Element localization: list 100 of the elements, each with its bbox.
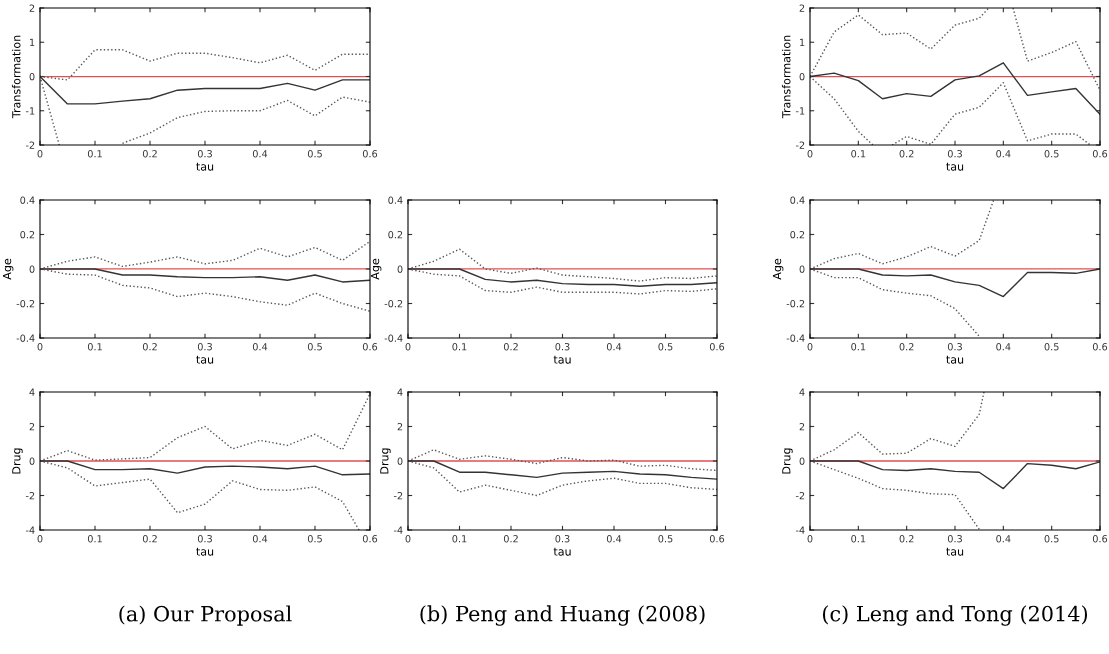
y-tick-label: -4 [393, 526, 403, 534]
y-axis-title: Drug [380, 448, 391, 474]
y-tick-label: -0.2 [786, 299, 805, 308]
x-tick-label: 0.2 [503, 343, 518, 351]
text: (c) Leng and Tong (2014) [822, 605, 1088, 626]
y-tick-label: 2 [397, 422, 403, 431]
y-tick-label: -0.4 [384, 334, 403, 342]
x-tick-label: 0.4 [996, 150, 1011, 158]
x-axis-title: tau [553, 547, 571, 556]
text: (a) Our Proposal [119, 605, 292, 626]
x-tick-label: 0.1 [87, 535, 102, 543]
x-tick-label: 0.2 [142, 343, 157, 351]
x-tick-label: 0 [807, 535, 813, 543]
y-tick-label: -0.4 [786, 334, 805, 342]
y-tick-label: -0.2 [16, 299, 35, 308]
x-tick-label: 0.1 [452, 343, 467, 351]
x-tick-label: 0.4 [252, 150, 268, 158]
y-tick-label: 0 [29, 265, 35, 273]
y-tick-label: -2 [795, 141, 805, 149]
y-axis-title: Age [370, 258, 382, 280]
x-tick-label: 0.6 [362, 150, 378, 158]
y-tick-label: -1 [795, 107, 805, 115]
x-tick-label: 0.3 [947, 343, 962, 351]
x-tick-label: 0.6 [362, 535, 378, 543]
x-tick-label: 0.3 [197, 535, 212, 543]
x-tick-label: 0.6 [1092, 150, 1108, 158]
x-tick-label: 0.3 [197, 343, 212, 351]
y-tick-label: 0 [29, 457, 35, 465]
x-axis-title: tau [946, 355, 964, 364]
x-tick-label: 0.4 [606, 343, 622, 351]
x-tick-label: 0.4 [996, 535, 1011, 543]
x-tick-label: 0.1 [452, 535, 467, 543]
x-tick-label: 0.4 [606, 535, 622, 543]
y-tick-label: 0.2 [790, 230, 805, 239]
x-tick-label: 0.5 [307, 535, 322, 543]
y-axis-title: Drug [12, 448, 23, 474]
x-tick-label: 0.2 [142, 535, 157, 543]
x-tick-label: 0.4 [252, 535, 268, 543]
x-tick-label: 0.2 [142, 150, 157, 158]
x-tick-label: 0.5 [658, 343, 673, 351]
x-tick-label: 0 [405, 343, 411, 351]
y-tick-label: 0.4 [388, 196, 403, 204]
y-tick-label: 1 [30, 38, 35, 46]
x-tick-label: 0.3 [947, 535, 962, 543]
x-tick-label: 0.3 [555, 343, 570, 351]
x-tick-label: 0.5 [1044, 343, 1059, 351]
x-tick-label: 0.6 [1092, 343, 1108, 351]
x-tick-label: 0 [807, 150, 813, 158]
x-tick-label: 0.1 [851, 535, 866, 543]
x-tick-label: 0.1 [851, 343, 866, 351]
y-tick-label: 4 [799, 388, 805, 396]
y-tick-label: 4 [29, 388, 35, 396]
y-axis-title: Transformation [11, 35, 21, 119]
x-axis-title: tau [196, 162, 214, 171]
x-tick-label: 0.5 [1044, 150, 1059, 158]
y-tick-label: 0.2 [20, 230, 35, 239]
x-tick-label: 0 [37, 343, 43, 351]
y-axis-title: Transformation [781, 35, 791, 119]
y-tick-label: -4 [795, 526, 805, 534]
y-tick-label: 0 [397, 457, 403, 465]
x-tick-label: 0 [37, 535, 43, 543]
y-tick-label: 0 [397, 265, 403, 273]
y-axis-title: Age [772, 258, 784, 280]
x-tick-label: 0.5 [1044, 535, 1059, 543]
y-tick-label: 0.4 [790, 196, 805, 204]
x-axis-title: tau [196, 547, 214, 556]
y-tick-label: 0 [799, 72, 805, 81]
y-tick-label: -4 [25, 526, 35, 534]
x-tick-label: 0.6 [709, 535, 725, 543]
x-tick-label: 0.2 [899, 343, 914, 351]
y-tick-label: 0 [799, 457, 805, 465]
x-tick-label: 0.1 [87, 150, 102, 158]
y-tick-label: 2 [799, 4, 805, 12]
x-tick-label: 0.2 [899, 535, 914, 543]
y-tick-label: -2 [795, 491, 805, 500]
y-tick-label: 0 [29, 72, 35, 81]
y-tick-label: 2 [29, 4, 35, 12]
x-tick-label: 0.5 [658, 535, 673, 543]
x-axis-title: tau [553, 355, 571, 364]
x-tick-label: 0.2 [503, 535, 518, 543]
x-tick-label: 0.4 [996, 343, 1011, 351]
x-tick-label: 0.5 [307, 343, 322, 351]
x-tick-label: 0.6 [709, 343, 725, 351]
x-tick-label: 0.1 [851, 150, 866, 158]
x-tick-label: 0.3 [197, 150, 212, 158]
y-axis-title: Drug [782, 448, 793, 474]
y-tick-label: -0.4 [16, 334, 35, 342]
x-tick-label: 0.3 [947, 150, 962, 158]
y-tick-label: -0.2 [384, 299, 403, 308]
x-axis-title: tau [196, 355, 214, 364]
y-tick-label: 4 [397, 388, 403, 396]
y-tick-label: -2 [25, 141, 35, 149]
y-tick-label: 0.2 [388, 230, 403, 239]
x-tick-label: 0.5 [307, 150, 322, 158]
y-tick-label: 2 [799, 422, 805, 431]
x-tick-label: 0.2 [899, 150, 914, 158]
x-tick-label: 0.3 [555, 535, 570, 543]
x-tick-label: 0 [405, 535, 411, 543]
x-tick-label: 0.6 [362, 343, 378, 351]
y-tick-label: 2 [29, 422, 35, 431]
